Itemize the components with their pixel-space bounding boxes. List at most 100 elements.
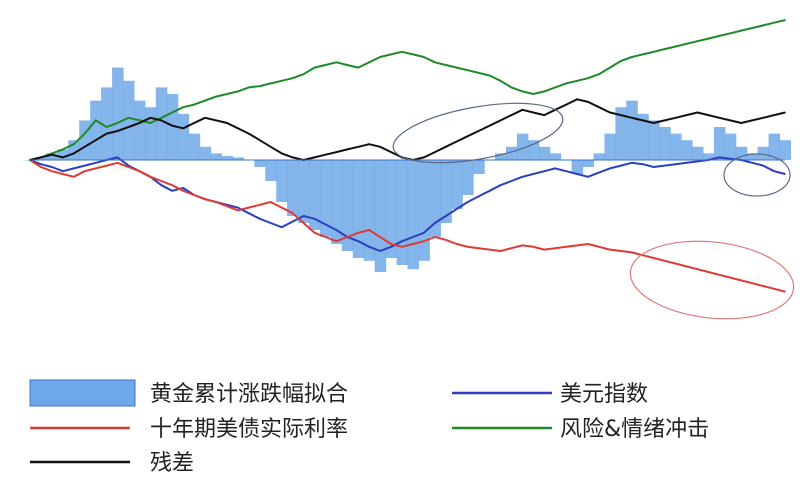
series-point-1 <box>335 229 338 231</box>
series-point-3 <box>171 111 173 114</box>
series-point-4 <box>291 156 294 159</box>
area-mark <box>232 157 244 160</box>
series-point-2 <box>434 236 436 238</box>
series-point-2 <box>423 240 425 242</box>
series-point-4 <box>565 103 567 106</box>
series-point-2 <box>94 167 97 170</box>
series-point-3 <box>204 99 206 102</box>
area-mark <box>123 80 135 160</box>
series-point-4 <box>83 146 86 148</box>
area-mark <box>670 133 682 160</box>
legend-label-1: 美元指数 <box>560 382 648 407</box>
area-mark <box>637 113 649 160</box>
area-mark <box>473 160 485 174</box>
area-mark <box>374 160 387 272</box>
area-mark <box>276 160 288 202</box>
area-mark <box>702 153 715 160</box>
series-point-2 <box>116 162 119 164</box>
series-point-2 <box>499 250 502 252</box>
series-point-2 <box>237 209 239 212</box>
series-point-2 <box>171 184 173 186</box>
series-point-4 <box>663 119 666 122</box>
series-point-3 <box>576 80 578 82</box>
series-point-4 <box>62 156 64 159</box>
series-point-3 <box>94 119 97 122</box>
series-point-4 <box>488 124 491 127</box>
series-point-1 <box>280 226 283 228</box>
series-point-3 <box>226 93 228 95</box>
area-mark <box>681 140 693 160</box>
area-mark <box>429 160 441 237</box>
series-point-1 <box>554 167 556 170</box>
series-point-4 <box>718 117 721 119</box>
series-point-3 <box>773 21 775 24</box>
series-point-1 <box>751 162 753 164</box>
series-point-2 <box>357 232 360 234</box>
series-point-1 <box>455 208 458 210</box>
series-point-3 <box>445 64 447 66</box>
series-point-3 <box>302 73 305 75</box>
area-mark <box>582 160 595 167</box>
series-point-2 <box>62 173 64 175</box>
series-point-1 <box>631 162 633 164</box>
series-point-1 <box>182 187 184 189</box>
area-mark <box>144 107 157 160</box>
series-point-4 <box>466 135 469 137</box>
area-mark <box>527 140 540 160</box>
series-point-4 <box>51 153 53 156</box>
area-mark <box>287 160 299 216</box>
series-point-4 <box>40 156 42 159</box>
series-point-4 <box>160 119 163 122</box>
series-point-1 <box>40 163 42 165</box>
series-point-3 <box>193 103 195 106</box>
series-point-2 <box>149 176 152 178</box>
series-point-4 <box>674 117 677 119</box>
area-mark <box>221 156 233 160</box>
series-point-3 <box>368 61 371 64</box>
series-point-3 <box>455 66 458 69</box>
series-point-1 <box>171 190 173 192</box>
series-point-3 <box>149 122 152 124</box>
series-point-2 <box>160 180 163 182</box>
series-point-2 <box>707 271 710 273</box>
area-mark <box>352 160 365 258</box>
series-point-4 <box>587 101 589 103</box>
area-mark <box>166 94 179 160</box>
series-point-1 <box>488 190 491 192</box>
series-point-1 <box>620 164 622 167</box>
series-point-3 <box>707 37 710 40</box>
series-point-4 <box>685 114 688 116</box>
series-point-1 <box>423 232 425 234</box>
series-point-4 <box>357 146 360 148</box>
series-point-2 <box>280 206 283 209</box>
series-point-1 <box>379 250 381 252</box>
series-line-1 <box>29 156 786 252</box>
series-point-3 <box>379 56 381 58</box>
series-point-1 <box>390 246 392 248</box>
series-point-4 <box>390 151 392 153</box>
series-point-4 <box>620 114 622 116</box>
series-point-3 <box>423 56 425 58</box>
series-point-3 <box>718 35 721 37</box>
series-point-2 <box>631 251 633 254</box>
series-point-2 <box>652 257 655 259</box>
series-point-4 <box>423 156 425 159</box>
series-point-1 <box>302 215 305 217</box>
legend-label-4: 残差 <box>150 451 194 476</box>
area-mark <box>396 160 409 265</box>
series-point-3 <box>280 80 283 82</box>
series-point-4 <box>105 132 108 135</box>
series-point-4 <box>543 114 546 116</box>
series-point-3 <box>784 19 786 21</box>
series-point-4 <box>204 117 206 119</box>
series-point-2 <box>740 279 742 282</box>
series-point-3 <box>663 48 666 50</box>
series-point-3 <box>729 32 732 35</box>
series-point-2 <box>182 190 184 192</box>
series-point-4 <box>532 111 535 114</box>
legend-label-2: 十年期美债实际利率 <box>150 417 348 442</box>
series-point-2 <box>718 274 721 276</box>
series-point-2 <box>83 170 86 172</box>
area-mark <box>177 113 190 160</box>
series-point-3 <box>696 40 699 42</box>
